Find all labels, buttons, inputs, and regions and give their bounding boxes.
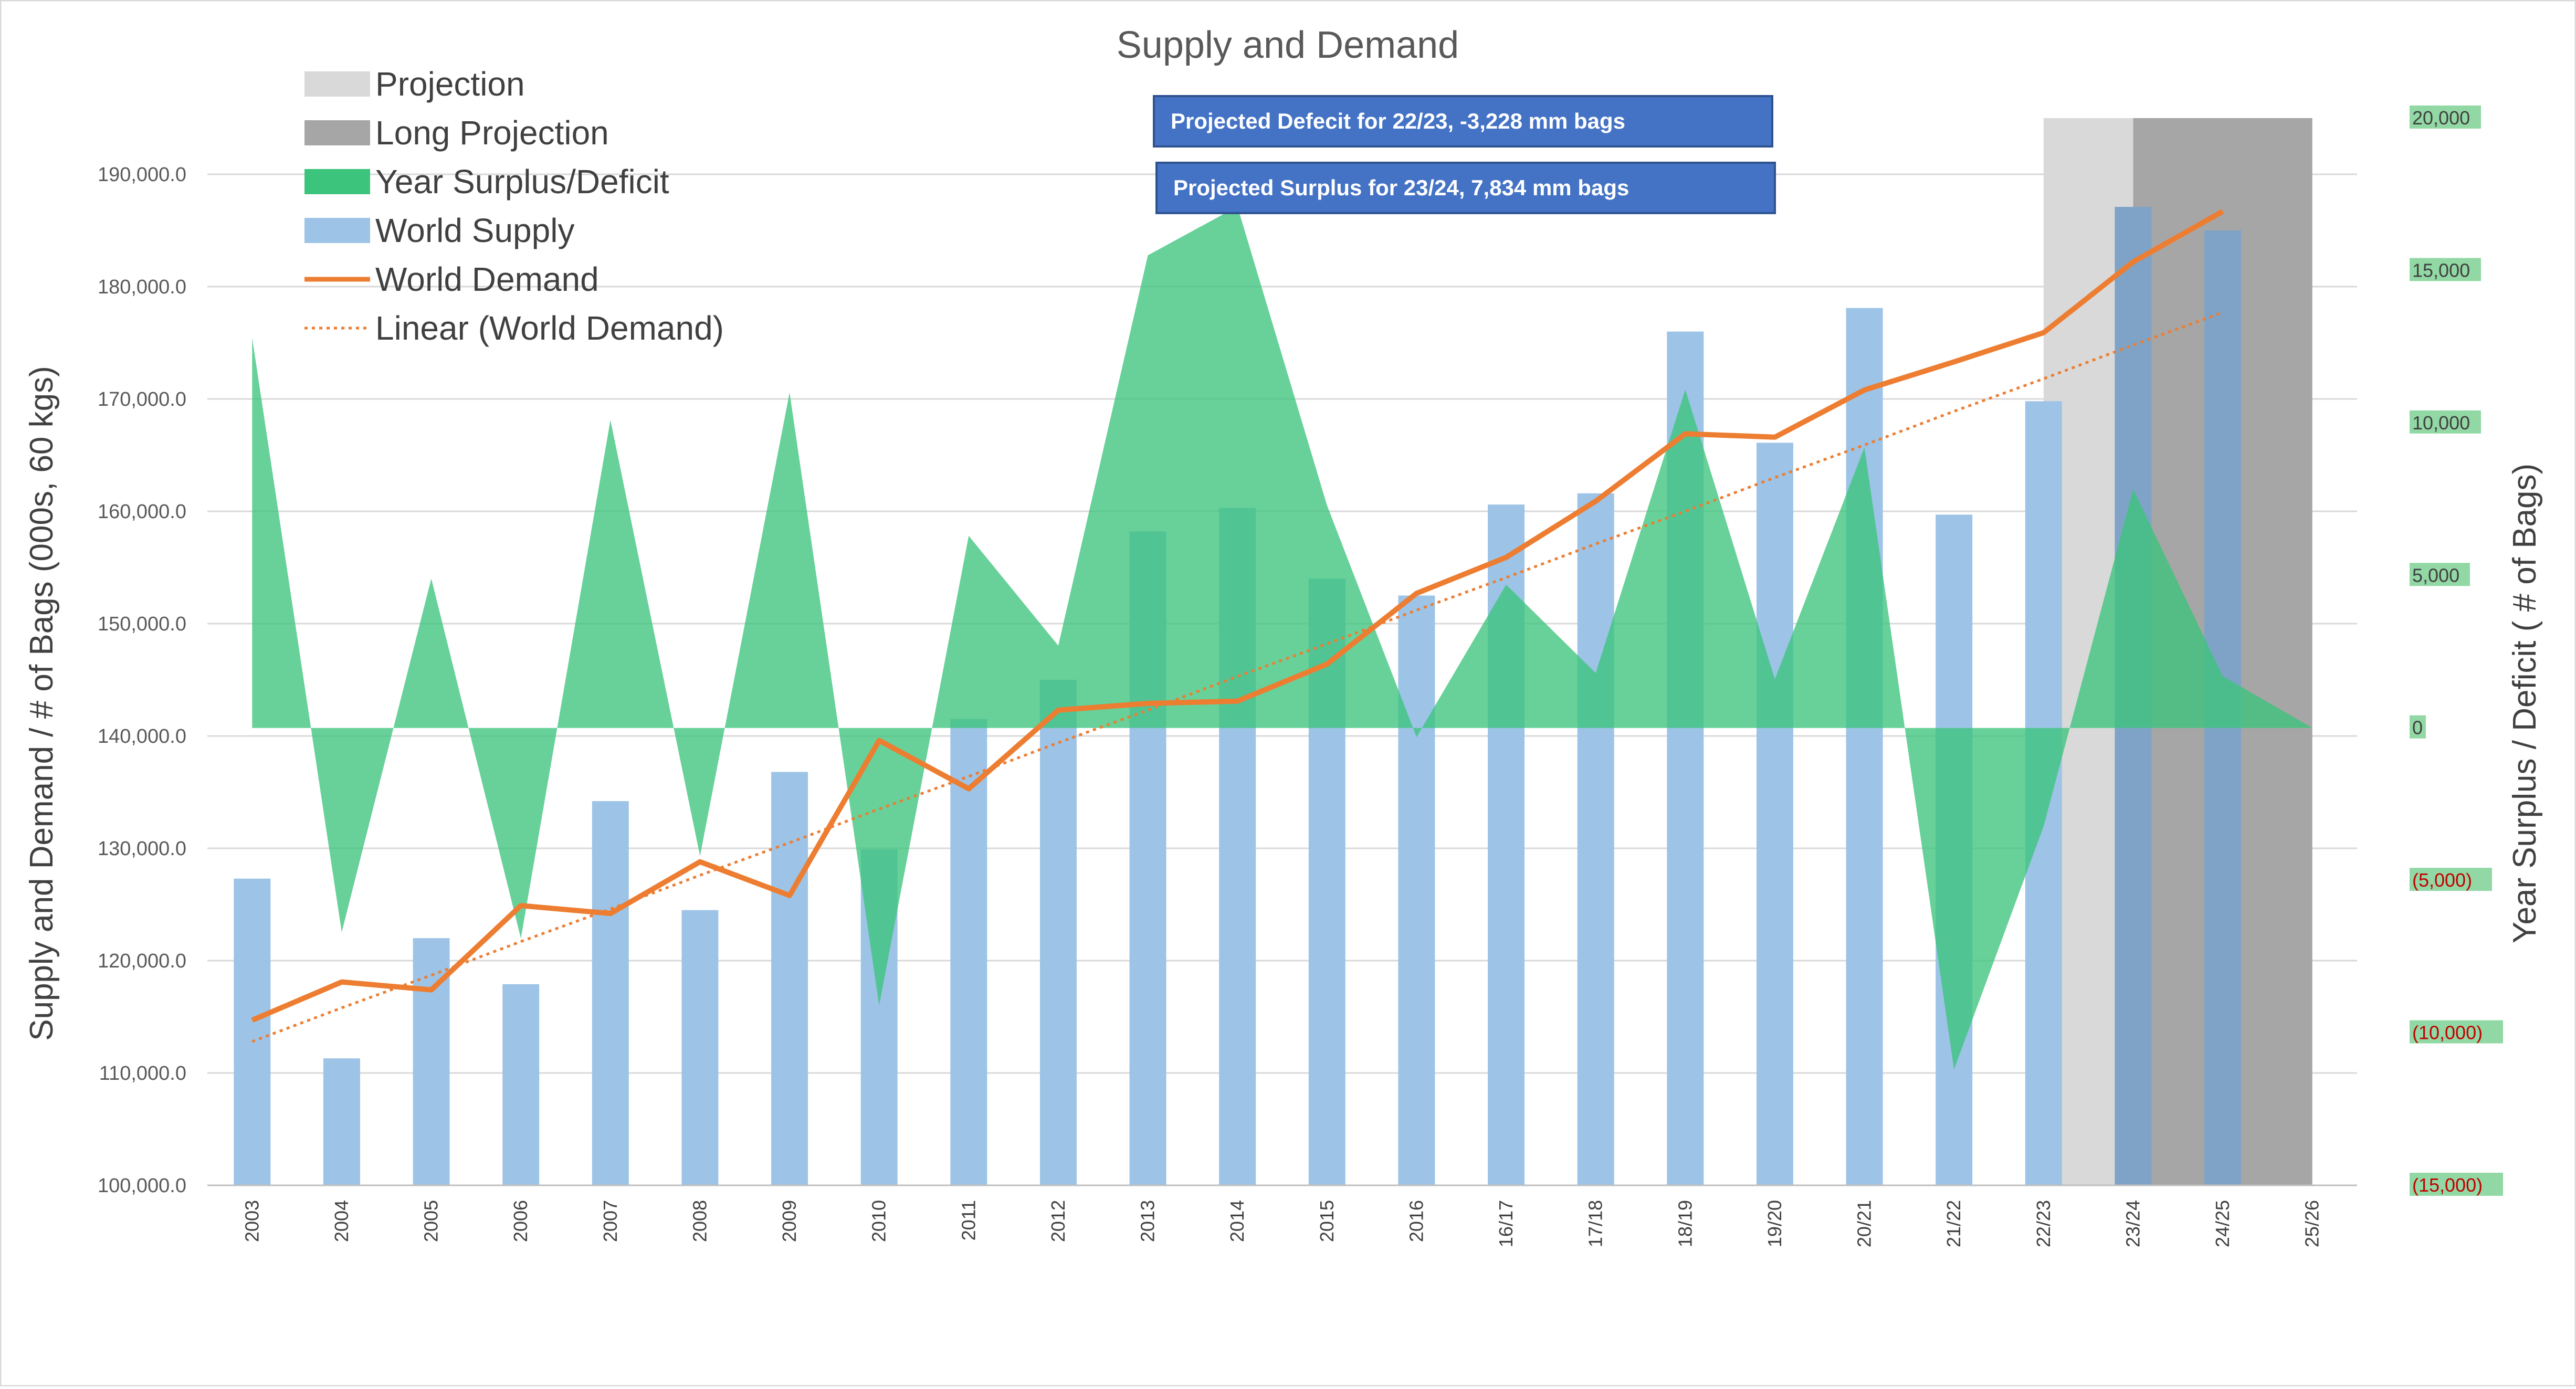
x-tick-label: 2003 [241, 1200, 262, 1242]
y-tick-label: 190,000.0 [98, 164, 186, 186]
x-tick-label: 2013 [1137, 1200, 1159, 1242]
x-tick-label: 2016 [1405, 1200, 1427, 1242]
x-tick-label: 16/17 [1495, 1200, 1517, 1247]
y2-tick-label: (15,000) [2412, 1174, 2483, 1196]
callout-box [1155, 162, 1776, 214]
x-tick-label: 2011 [958, 1200, 979, 1240]
x-tick-label: 2014 [1226, 1200, 1248, 1242]
y2-axis-title: Year Surplus / Deficit ( # of Bags) [2507, 464, 2543, 943]
x-tick-label: 2004 [331, 1200, 352, 1242]
y2-tick-label: 10,000 [2412, 412, 2470, 434]
supply-bars [234, 207, 2242, 1186]
supply-bar [592, 801, 629, 1185]
y2-tick-bg [2410, 1020, 2503, 1044]
y2-tick-label: 5,000 [2412, 564, 2459, 586]
x-tick-label: 17/18 [1585, 1200, 1606, 1247]
axes: 100,000.0 110,000.0 120,000.0 130,000.0 140,… [98, 106, 2503, 1247]
legend-label: Projection [375, 65, 525, 103]
supply-bar [1756, 443, 1793, 1186]
legend: Projection Long Projection Year Surplus/De… [304, 65, 724, 347]
supply-bar [1846, 308, 1883, 1186]
y2-tick-label: (10,000) [2412, 1022, 2483, 1044]
y2-tick-label: 15,000 [2412, 259, 2470, 281]
demand-line-path [251, 209, 2224, 1023]
x-tick-label: 21/22 [1943, 1200, 1964, 1247]
x-tick-label: 2005 [420, 1200, 442, 1242]
y2-tick-bg [2410, 715, 2426, 739]
x-tick-label: 2015 [1316, 1200, 1338, 1242]
y2-tick-bg [2410, 563, 2470, 586]
demand-line [251, 209, 2224, 1023]
y2-tick-bg [2410, 1173, 2503, 1196]
supply-bar [1398, 595, 1435, 1185]
callout-text: Projected Surplus for 23/24, 7,834 mm ba… [1173, 175, 1629, 200]
legend-swatch [304, 169, 370, 194]
legend-label: World Supply [375, 212, 574, 249]
legend-swatch [304, 218, 370, 243]
y-tick-label: 150,000.0 [98, 613, 186, 635]
demand-trendline-path [251, 311, 2223, 1043]
surplus-area [252, 206, 2312, 1070]
y2-tick-label: (5,000) [2412, 869, 2472, 891]
supply-bar [1577, 493, 1614, 1185]
y-tick-label: 180,000.0 [98, 276, 186, 298]
x-tick-label: 25/26 [2301, 1200, 2323, 1247]
demand-trendline [251, 311, 2223, 1043]
y-tick-label: 110,000.0 [99, 1062, 186, 1085]
y-tick-label: 160,000.0 [98, 501, 186, 523]
callouts: Projected Defecit for 22/23, -3,228 mm b… [1153, 95, 1776, 214]
y2-tick-bg [2410, 258, 2481, 281]
y2-tick-label: 20,000 [2412, 107, 2470, 129]
legend-swatch [304, 71, 370, 97]
legend-label: World Demand [375, 260, 599, 298]
legend-swatch [304, 120, 370, 145]
supply-bar [1039, 680, 1077, 1185]
x-tick-label: 22/23 [2033, 1200, 2054, 1247]
x-tick-label: 2009 [779, 1200, 800, 1242]
y-tick-label: 170,000.0 [98, 388, 186, 411]
supply-bar [323, 1058, 360, 1185]
x-tick-label: 2008 [689, 1200, 710, 1242]
x-tick-label: 20/21 [1854, 1200, 1875, 1247]
y2-tick-bg [2410, 410, 2481, 434]
y-tick-label: 140,000.0 [98, 725, 186, 748]
y-axis-title: Supply and Demand / # of Bags (000s, 60 … [24, 366, 60, 1041]
supply-bar [502, 984, 540, 1185]
supply-bar [950, 719, 987, 1185]
legend-label: Year Surplus/Deficit [375, 163, 669, 201]
legend-label: Long Projection [375, 114, 609, 152]
x-tick-label: 24/25 [2212, 1200, 2233, 1247]
y-tick-label: 100,000.0 [98, 1175, 186, 1197]
surplus-deficit-area [252, 206, 2312, 1070]
chart-title: Supply and Demand [1117, 24, 1459, 66]
y2-tick-label: 0 [2412, 717, 2423, 739]
y-tick-label: 130,000.0 [98, 838, 186, 860]
x-tick-label: 19/20 [1764, 1200, 1785, 1247]
y-tick-label: 120,000.0 [98, 950, 186, 972]
x-tick-label: 23/24 [2122, 1200, 2143, 1247]
x-tick-label: 2007 [600, 1200, 621, 1242]
supply-bar [681, 910, 719, 1185]
callout-text: Projected Defecit for 22/23, -3,228 mm b… [1171, 109, 1625, 133]
y2-tick-bg [2410, 106, 2481, 129]
callout-box [1153, 95, 1773, 148]
y2-tick-bg [2410, 868, 2492, 891]
legend-label: Linear (World Demand) [375, 309, 724, 347]
x-tick-label: 18/19 [1674, 1200, 1696, 1247]
supply-bar [771, 772, 808, 1185]
x-tick-label: 2006 [510, 1200, 531, 1242]
supply-bar [234, 878, 271, 1185]
x-tick-label: 2012 [1047, 1200, 1069, 1242]
x-tick-label: 2010 [868, 1200, 890, 1242]
